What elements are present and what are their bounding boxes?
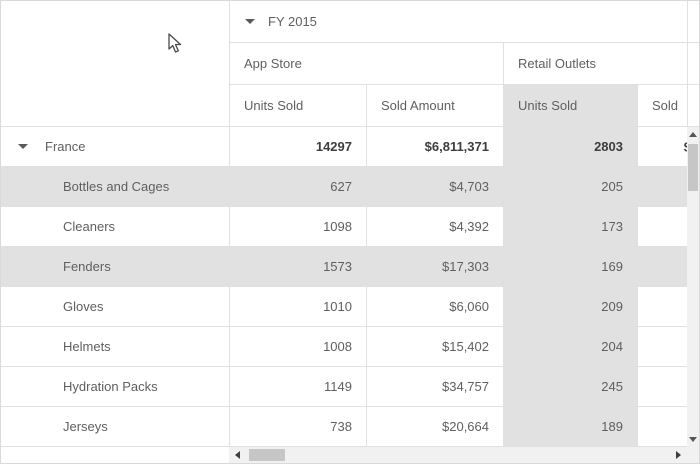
value-cell[interactable]: 1098: [229, 207, 366, 247]
header-filler: [687, 1, 699, 43]
measure-header-units-sold-appstore[interactable]: Units Sold: [229, 85, 366, 127]
value-cell[interactable]: 738: [229, 407, 366, 447]
value-cell-clipped[interactable]: [637, 247, 687, 287]
bottom-left-blank: [1, 447, 229, 463]
top-left-blank-cell: [1, 1, 229, 127]
row-label: Gloves: [63, 299, 104, 314]
value-cell[interactable]: $6,811,371: [366, 127, 503, 167]
measure-label: Sold Amount: [381, 98, 455, 113]
value-cell[interactable]: 169: [503, 247, 637, 287]
value-cell[interactable]: 173: [503, 207, 637, 247]
value-cell[interactable]: 627: [229, 167, 366, 207]
horizontal-scrollbar-thumb[interactable]: [249, 449, 285, 461]
measure-label: Units Sold: [518, 98, 578, 113]
value-cell-clipped[interactable]: [637, 367, 687, 407]
value-cell[interactable]: 205: [503, 167, 637, 207]
clipped-value-fragment: $: [684, 139, 687, 154]
row-label: France: [45, 139, 86, 154]
value-cell[interactable]: 1149: [229, 367, 366, 407]
value-cell-clipped[interactable]: [637, 407, 687, 447]
row-label: Hydration Packs: [63, 379, 158, 394]
measure-header-sold-amount-appstore[interactable]: Sold Amount: [366, 85, 503, 127]
value-cell[interactable]: 2803: [503, 127, 637, 167]
table-row-bottles-and-cages: Bottles and Cages 627 $4,703 205: [1, 167, 687, 207]
scrollbar-corner: [687, 447, 699, 463]
value-cell[interactable]: 1573: [229, 247, 366, 287]
value-cell[interactable]: 1008: [229, 327, 366, 367]
row-header-france[interactable]: France: [1, 127, 229, 167]
value-cell[interactable]: 245: [503, 367, 637, 407]
column-header-app-store[interactable]: App Store: [229, 43, 503, 85]
value-cell[interactable]: 189: [503, 407, 637, 447]
table-row-cleaners: Cleaners 1098 $4,392 173: [1, 207, 687, 247]
value-cell[interactable]: $4,392: [366, 207, 503, 247]
measure-header-sold-amount-retail-clipped[interactable]: Sold: [637, 85, 687, 127]
column-header-retail-outlets[interactable]: Retail Outlets: [503, 43, 687, 85]
value-cell[interactable]: 204: [503, 327, 637, 367]
group-label: App Store: [244, 56, 302, 71]
value-cell-clipped[interactable]: [637, 327, 687, 367]
scroll-up-icon[interactable]: [689, 132, 697, 137]
measure-header-units-sold-retail[interactable]: Units Sold: [503, 85, 637, 127]
value-cell[interactable]: $4,703: [366, 167, 503, 207]
measure-label: Units Sold: [244, 98, 304, 113]
column-header-year[interactable]: FY 2015: [229, 1, 687, 43]
value-cell[interactable]: 14297: [229, 127, 366, 167]
scroll-right-icon[interactable]: [676, 451, 681, 459]
scroll-down-icon[interactable]: [689, 437, 697, 442]
value-cell-clipped[interactable]: $: [637, 127, 687, 167]
vertical-scrollbar[interactable]: [687, 127, 699, 447]
row-header[interactable]: Jerseys: [1, 407, 229, 447]
row-label: Fenders: [63, 259, 111, 274]
scroll-left-icon[interactable]: [235, 451, 240, 459]
measure-label: Sold: [652, 98, 679, 113]
value-cell-clipped[interactable]: [637, 207, 687, 247]
horizontal-scrollbar[interactable]: [229, 447, 687, 463]
table-row-gloves: Gloves 1010 $6,060 209: [1, 287, 687, 327]
row-label: Jerseys: [63, 419, 108, 434]
vertical-scrollbar-thumb[interactable]: [688, 144, 698, 191]
table-row-helmets: Helmets 1008 $15,402 204: [1, 327, 687, 367]
table-row-jerseys: Jerseys 738 $20,664 189: [1, 407, 687, 447]
header-filler: [687, 85, 699, 127]
grid-body: France 14297 $6,811,371 2803 $ Bottles a…: [1, 127, 687, 447]
value-cell[interactable]: $17,303: [366, 247, 503, 287]
table-row-france: France 14297 $6,811,371 2803 $: [1, 127, 687, 167]
value-cell[interactable]: 1010: [229, 287, 366, 327]
group-label: Retail Outlets: [518, 56, 597, 71]
table-row-fenders: Fenders 1573 $17,303 169: [1, 247, 687, 287]
row-header[interactable]: Hydration Packs: [1, 367, 229, 407]
value-cell[interactable]: $6,060: [366, 287, 503, 327]
value-cell[interactable]: $34,757: [366, 367, 503, 407]
header-filler: [687, 43, 699, 85]
value-cell[interactable]: $15,402: [366, 327, 503, 367]
value-cell[interactable]: $20,664: [366, 407, 503, 447]
collapse-year-icon[interactable]: [245, 19, 255, 24]
value-cell-clipped[interactable]: [637, 167, 687, 207]
row-header[interactable]: Cleaners: [1, 207, 229, 247]
row-label: Helmets: [63, 339, 111, 354]
row-header[interactable]: Fenders: [1, 247, 229, 287]
year-label: FY 2015: [268, 14, 317, 29]
row-label: Bottles and Cages: [63, 179, 170, 194]
row-header[interactable]: Gloves: [1, 287, 229, 327]
value-cell-clipped[interactable]: [637, 287, 687, 327]
row-header[interactable]: Helmets: [1, 327, 229, 367]
value-cell[interactable]: 209: [503, 287, 637, 327]
collapse-row-icon[interactable]: [18, 144, 28, 149]
table-row-hydration-packs: Hydration Packs 1149 $34,757 245: [1, 367, 687, 407]
row-header[interactable]: Bottles and Cages: [1, 167, 229, 207]
row-label: Cleaners: [63, 219, 116, 234]
